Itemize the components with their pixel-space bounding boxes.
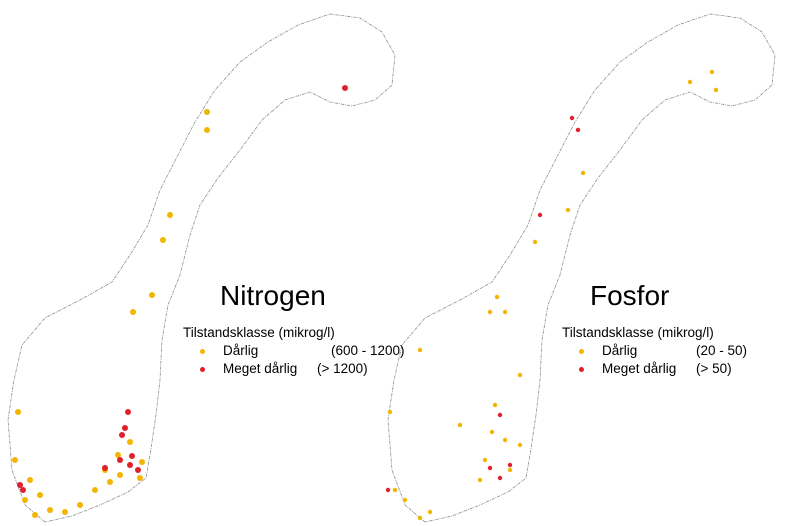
station-dot-darlig — [139, 459, 145, 465]
station-dot-darlig — [392, 487, 398, 493]
station-dot-darlig — [22, 497, 28, 503]
station-dot-darlig — [532, 239, 538, 245]
station-dot-meget-darlig — [342, 85, 348, 91]
station-dot-meget-darlig — [537, 212, 543, 218]
station-dot-darlig — [27, 477, 33, 483]
station-dot-darlig — [502, 437, 508, 443]
map-title-nitrogen: Nitrogen — [220, 280, 326, 311]
station-dot-meget-darlig — [119, 432, 125, 438]
station-dot-meget-darlig — [569, 115, 575, 121]
station-dot-darlig — [709, 69, 715, 75]
station-dot-darlig — [107, 479, 113, 485]
station-dot-darlig — [492, 402, 498, 408]
station-dot-darlig — [47, 507, 53, 513]
station-dot-darlig — [137, 475, 143, 481]
station-dot-darlig — [204, 127, 210, 133]
legend-heading: Tilstandsklasse (mikrog/l) — [183, 325, 335, 340]
station-dot-meget-darlig — [507, 462, 513, 468]
station-dot-meget-darlig — [122, 425, 128, 431]
station-dot-darlig — [517, 442, 523, 448]
station-dot-darlig — [77, 502, 83, 508]
yellow-dot-icon — [579, 348, 584, 354]
station-dot-meget-darlig — [575, 127, 581, 133]
station-dot-darlig — [92, 487, 98, 493]
legend-label: Meget dårlig — [602, 361, 677, 376]
map-title-fosfor: Fosfor — [590, 280, 670, 311]
red-dot-icon — [200, 366, 205, 372]
station-dot-darlig — [387, 409, 393, 415]
legend-range: (600 - 1200) — [331, 343, 405, 358]
station-dot-darlig — [427, 509, 433, 515]
yellow-dot-icon — [200, 348, 205, 354]
station-dot-meget-darlig — [487, 465, 493, 471]
station-dot-darlig — [502, 309, 508, 315]
legend-range: (> 50) — [696, 361, 732, 376]
station-dot-darlig — [32, 512, 38, 518]
legend-item-meget-darlig: Meget dårlig (> 1200) — [183, 360, 405, 378]
station-dot-darlig — [417, 347, 423, 353]
station-dot-meget-darlig — [129, 453, 135, 459]
legend-range: (20 - 50) — [696, 343, 748, 358]
station-dot-darlig — [494, 294, 500, 300]
station-dot-darlig — [580, 170, 586, 176]
station-dot-meget-darlig — [127, 462, 133, 468]
station-dot-darlig — [713, 87, 719, 93]
station-dot-meget-darlig — [135, 467, 141, 473]
legend-nitrogen: Tilstandsklasse (mikrog/l) Dårlig (600 -… — [183, 324, 405, 378]
legend-heading: Tilstandsklasse (mikrog/l) — [562, 325, 714, 340]
station-dot-darlig — [167, 212, 173, 218]
station-dot-darlig — [517, 372, 523, 378]
station-dot-meget-darlig — [497, 412, 503, 418]
station-dot-darlig — [507, 467, 513, 473]
red-dot-icon — [579, 366, 584, 372]
station-dot-darlig — [12, 457, 18, 463]
station-dot-darlig — [37, 492, 43, 498]
station-dot-meget-darlig — [385, 487, 391, 493]
station-dot-meget-darlig — [125, 409, 131, 415]
station-dot-meget-darlig — [497, 475, 503, 481]
legend-item-meget-darlig: Meget dårlig (> 50) — [562, 360, 747, 378]
station-dot-meget-darlig — [102, 465, 108, 471]
norway-outline-fosfor — [387, 13, 776, 523]
station-dot-darlig — [130, 309, 136, 315]
legend-label: Dårlig — [602, 343, 638, 358]
legend-item-darlig: Dårlig (20 - 50) — [562, 342, 747, 360]
station-dot-darlig — [160, 237, 166, 243]
legend-label: Dårlig — [223, 343, 259, 358]
station-dot-darlig — [15, 409, 21, 415]
station-dot-darlig — [489, 429, 495, 435]
station-dot-darlig — [565, 207, 571, 213]
legend-fosfor: Tilstandsklasse (mikrog/l) Dårlig (20 - … — [562, 324, 747, 378]
station-dot-darlig — [115, 452, 121, 458]
norway-outline-nitrogen — [7, 13, 396, 523]
station-dot-darlig — [127, 439, 133, 445]
station-dot-darlig — [417, 515, 423, 521]
station-dot-darlig — [402, 497, 408, 503]
legend-item-darlig: Dårlig (600 - 1200) — [183, 342, 405, 360]
station-dot-darlig — [687, 79, 693, 85]
station-dot-meget-darlig — [20, 487, 26, 493]
station-dot-darlig — [149, 292, 155, 298]
legend-range: (> 1200) — [317, 361, 368, 376]
station-dot-darlig — [62, 509, 68, 515]
station-dot-darlig — [477, 477, 483, 483]
station-dot-darlig — [204, 109, 210, 115]
station-dot-meget-darlig — [17, 482, 23, 488]
station-dot-darlig — [482, 457, 488, 463]
station-dot-darlig — [487, 309, 493, 315]
station-dot-darlig — [457, 422, 463, 428]
station-dot-darlig — [117, 472, 123, 478]
legend-label: Meget dårlig — [223, 361, 298, 376]
station-dot-meget-darlig — [117, 457, 123, 463]
